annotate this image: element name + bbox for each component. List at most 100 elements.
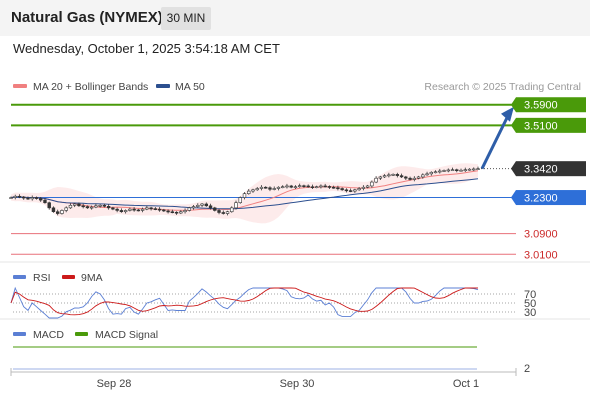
instrument-title: Natural Gas (NYMEX): [11, 9, 163, 26]
level-label-0: 3.5900: [524, 100, 558, 112]
timeframe-button[interactable]: 30 MIN: [161, 7, 211, 30]
candle-78: [340, 187, 344, 191]
price-level-tags: 3.5900 3.5100 3.2300 3.0900 3.0100 3.3420: [478, 97, 586, 261]
candle-88: [382, 174, 387, 178]
candle-24: [111, 206, 115, 211]
candle-9: [47, 201, 51, 210]
moving-averages: [10, 170, 479, 211]
candle-2: [17, 194, 22, 199]
candle-76: [331, 185, 336, 189]
level-label-2: 3.2300: [524, 193, 558, 205]
chart-panel: [0, 36, 590, 400]
candle-23: [106, 204, 111, 210]
candle-48: [213, 206, 217, 212]
candle-18: [85, 205, 90, 209]
candle-3: [22, 196, 26, 200]
candle-43: [191, 205, 196, 210]
chart-header: Natural Gas (NYMEX) 30 MIN: [0, 0, 590, 36]
candle-26: [119, 208, 124, 213]
level-tag-pointer-2: [511, 190, 516, 206]
candle-46: [204, 202, 208, 207]
candle-66: [289, 184, 293, 189]
x-tick-sep-30: Sep 30: [280, 378, 315, 390]
rsi-tick-30: 30: [524, 307, 536, 319]
rsi-ma-line: [10, 287, 478, 316]
candle-51: [225, 210, 230, 216]
candle-108: [467, 168, 472, 171]
candle-42: [187, 206, 192, 212]
candle-74: [323, 183, 327, 188]
candle-14: [68, 203, 73, 209]
candle-21: [98, 204, 102, 208]
candle-99: [429, 171, 433, 176]
candle-8: [43, 198, 47, 204]
level-label-4: 3.0100: [524, 249, 558, 261]
candle-25: [115, 207, 119, 213]
legend-label-rsi-ma: 9MA: [81, 272, 103, 284]
candle-7: [39, 197, 43, 202]
legend-swatch-rsi: [13, 275, 26, 279]
candle-101: [438, 168, 442, 174]
candle-17: [81, 203, 85, 209]
current-price-tag: [516, 161, 586, 177]
candle-45: [200, 202, 204, 208]
candle-80: [348, 188, 353, 193]
price-levels: [11, 103, 516, 255]
rsi-tick-50: 50: [524, 298, 536, 310]
candle-61: [268, 186, 272, 192]
x-tick-oct-1: Oct 1: [453, 378, 479, 390]
forecast-arrow-head: [501, 106, 514, 122]
candle-16: [77, 202, 81, 207]
candle-72: [314, 185, 319, 189]
candle-84: [365, 184, 370, 189]
candle-27: [123, 209, 128, 214]
candle-33: [149, 206, 153, 211]
current-price-label: 3.3420: [524, 164, 558, 176]
rsi-legend: RSI 9MA: [13, 272, 103, 284]
candle-98: [425, 171, 429, 176]
ma20-line: [10, 170, 479, 211]
legend-swatch-rsi-ma: [62, 275, 75, 279]
candle-38: [170, 209, 175, 214]
current-price-tag-pointer: [511, 161, 516, 177]
level-tag-1: [516, 117, 586, 133]
candle-83: [361, 185, 366, 191]
candle-68: [297, 183, 302, 188]
candle-0: [9, 196, 13, 199]
candle-107: [463, 167, 467, 173]
rsi-panel: [10, 286, 516, 319]
candle-1: [13, 194, 17, 200]
candle-52: [230, 206, 234, 213]
candle-100: [433, 170, 438, 174]
price-legend: MA 20 + Bollinger Bands MA 50: [13, 81, 205, 93]
candle-44: [196, 203, 200, 208]
legend-label-rsi: RSI: [33, 272, 51, 284]
candle-96: [416, 175, 421, 180]
x-tick-sep-28: Sep 28: [97, 378, 132, 390]
candle-87: [378, 175, 383, 181]
candle-35: [157, 207, 162, 212]
candle-89: [387, 172, 391, 178]
candle-104: [450, 167, 455, 172]
ma50-line: [10, 178, 479, 210]
candle-103: [446, 168, 450, 173]
candle-6: [34, 196, 39, 200]
candle-53: [234, 200, 238, 210]
legend-swatch-bollinger: [13, 84, 27, 88]
rsi-tick-70: 70: [524, 289, 536, 301]
legend-swatch-ma50: [156, 84, 170, 88]
candle-30: [136, 208, 141, 212]
candle-106: [459, 168, 463, 172]
candle-34: [153, 207, 158, 211]
forecast-arrow: [480, 106, 514, 170]
candle-77: [336, 185, 340, 191]
candle-13: [64, 206, 68, 213]
candle-85: [370, 180, 374, 188]
candle-32: [145, 205, 149, 211]
forecast-arrow-shaft: [480, 117, 509, 170]
candle-94: [408, 176, 412, 181]
level-label-3: 3.0900: [524, 229, 558, 241]
candle-67: [293, 185, 298, 190]
candle-39: [174, 211, 179, 215]
